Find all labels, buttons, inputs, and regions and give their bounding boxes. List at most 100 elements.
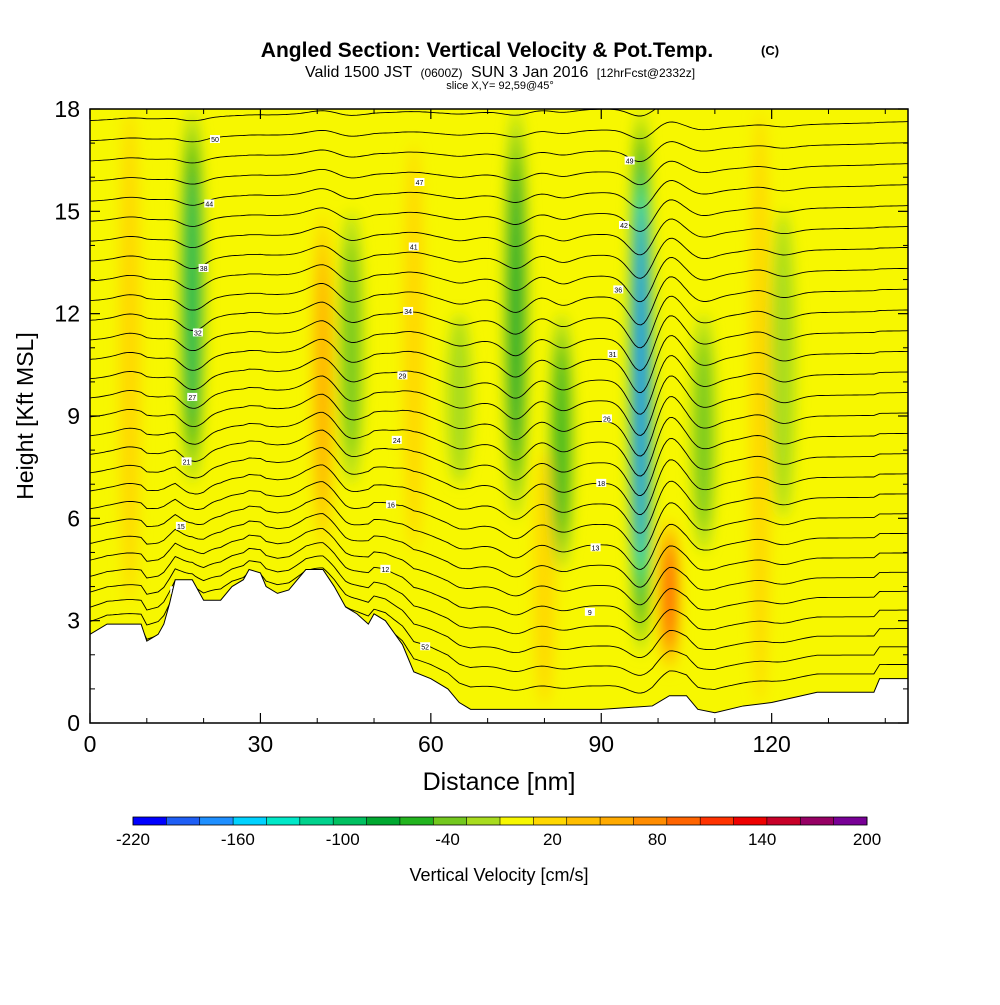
isentrope-label-9: 21 bbox=[181, 457, 192, 466]
isentrope-label-text-18: 38 bbox=[200, 266, 208, 273]
isentrope-5 bbox=[90, 528, 908, 606]
isentrope-label-bg-16 bbox=[403, 306, 414, 315]
downdraft-1-level-1 bbox=[343, 238, 360, 457]
isentrope-label-bg-24 bbox=[209, 135, 220, 144]
isentrope-label-bg-9 bbox=[181, 457, 192, 466]
colorbar-swatch-16 bbox=[666, 817, 701, 825]
colorbar-swatch-4 bbox=[266, 817, 301, 825]
isentrope-label-text-21: 44 bbox=[205, 201, 213, 208]
colorbar-tick-label-2: -100 bbox=[326, 830, 360, 849]
y-tick-label-2: 6 bbox=[67, 505, 80, 531]
isentrope-label-bg-13 bbox=[397, 371, 408, 380]
isentrope-10 bbox=[90, 447, 908, 516]
isentrope-label-text-14: 31 bbox=[609, 352, 617, 359]
isentrope-label-text-16: 34 bbox=[404, 309, 412, 316]
isentrope-label-bg-5 bbox=[590, 543, 601, 552]
isentrope-label-bg-8 bbox=[596, 478, 607, 487]
colorbar-swatch-13 bbox=[566, 817, 601, 825]
isentrope-label-bg-25 bbox=[420, 642, 431, 651]
isentrope-label-12: 27 bbox=[187, 392, 198, 402]
colorbar-swatch-3 bbox=[233, 817, 267, 825]
isentrope-label-text-4: 12 bbox=[381, 567, 389, 574]
isentrope-label-5: 13 bbox=[590, 543, 601, 552]
chart-subtitle: Valid 1500 JST (0600Z) SUN 3 Jan 2016 [1… bbox=[305, 64, 695, 81]
isentrope-label-14: 31 bbox=[607, 349, 618, 359]
colorbar-tick-label-6: 140 bbox=[748, 830, 776, 849]
isentrope-label-bg-10 bbox=[391, 435, 402, 444]
isentrope-25 bbox=[90, 160, 908, 186]
isentrope-14 bbox=[90, 375, 908, 436]
isentrope-17 bbox=[90, 315, 908, 371]
isentrope-label-bg-15 bbox=[192, 328, 203, 337]
isentrope-3 bbox=[90, 555, 908, 641]
colorbar-tick-label-1: -160 bbox=[221, 830, 255, 849]
isentrope-label-4: 12 bbox=[380, 564, 391, 574]
colorbar-swatch-10 bbox=[466, 817, 501, 825]
colorbar-tick-label-7: 200 bbox=[853, 830, 881, 849]
updraft-4-level-5 bbox=[665, 547, 674, 643]
colorbar-swatch-12 bbox=[533, 817, 568, 825]
updraft-5-level-0 bbox=[750, 109, 771, 706]
isentrope-24 bbox=[90, 180, 908, 209]
colorbar-tick-label-3: -40 bbox=[435, 830, 460, 849]
colorbar-label: Vertical Velocity [cm/s] bbox=[409, 865, 588, 885]
isentrope-label-bg-4 bbox=[380, 564, 391, 573]
downdraft-7-level-0 bbox=[771, 211, 796, 519]
colorbar-swatch-8 bbox=[399, 817, 434, 825]
isentrope-label-text-23: 49 bbox=[626, 159, 634, 166]
updraft-3-level-0 bbox=[534, 450, 555, 706]
isentrope-label-bg-6 bbox=[175, 521, 186, 530]
isentrope-label-text-6: 15 bbox=[177, 524, 185, 531]
isentrope-label-bg-7 bbox=[386, 500, 397, 509]
isentrope-label-10: 24 bbox=[391, 435, 402, 445]
colorbar-swatch-20 bbox=[800, 817, 835, 825]
plot-area: 5791012131516182124262729313234363841424… bbox=[90, 109, 908, 723]
isentrope-labels: 5791012131516182124262729313234363841424… bbox=[164, 135, 635, 660]
y-tick-label-0: 0 bbox=[67, 710, 80, 736]
x-tick-label-0: 0 bbox=[84, 731, 97, 757]
y-tick-label-4: 12 bbox=[54, 301, 80, 327]
colorbar-swatch-17 bbox=[700, 817, 735, 825]
isentrope-9 bbox=[90, 464, 908, 534]
isentrope-label-8: 18 bbox=[596, 478, 607, 488]
x-tick-label-1: 30 bbox=[248, 731, 274, 757]
y-tick-label-5: 15 bbox=[54, 198, 80, 224]
downdraft-0-level-4 bbox=[187, 177, 197, 416]
isentrope-label-bg-22 bbox=[414, 177, 425, 186]
isentrope-label-17: 36 bbox=[613, 285, 624, 294]
isentrope-label-bg-20 bbox=[618, 220, 629, 229]
colorbar-swatch-11 bbox=[500, 817, 534, 825]
subtitle-utc: (0600Z) bbox=[420, 66, 462, 80]
isentrope-label-13: 29 bbox=[397, 371, 408, 380]
x-axis-label: Distance [nm] bbox=[423, 768, 576, 796]
downdraft-2-level-0 bbox=[447, 313, 472, 485]
x-tick-label-2: 60 bbox=[418, 731, 444, 757]
colorbar-tick-label-5: 80 bbox=[648, 830, 667, 849]
isentrope-22 bbox=[90, 218, 908, 256]
isentrope-label-text-24: 50 bbox=[211, 137, 219, 144]
isentrope-label-text-15: 32 bbox=[194, 330, 202, 337]
isentrope-2 bbox=[90, 567, 908, 659]
isentrope-label-19: 41 bbox=[408, 242, 419, 251]
isentrope-label-text-9: 21 bbox=[183, 459, 191, 466]
colorbar-swatch-5 bbox=[299, 817, 334, 825]
subtitle-valid: Valid 1500 JST bbox=[305, 64, 413, 81]
isentrope-label-text-11: 26 bbox=[603, 416, 611, 423]
isentrope-label-18: 38 bbox=[198, 263, 209, 273]
isentrope-label-text-8: 18 bbox=[597, 481, 605, 488]
colorbar-swatch-9 bbox=[433, 817, 468, 825]
colorbar-swatch-0 bbox=[133, 817, 167, 825]
isentrope-label-bg-11 bbox=[601, 414, 612, 423]
isentrope-label-text-25: 52 bbox=[421, 644, 429, 651]
colorbar-swatch-21 bbox=[833, 817, 868, 825]
isentrope-label-15: 32 bbox=[192, 328, 203, 337]
isentrope-label-11: 26 bbox=[601, 414, 612, 423]
isentrope-6 bbox=[90, 513, 908, 588]
isentrope-label-bg-14 bbox=[607, 349, 618, 358]
y-tick-label-1: 3 bbox=[67, 608, 80, 634]
colorbar-tick-label-0: -220 bbox=[116, 830, 150, 849]
isentrope-label-text-22: 47 bbox=[416, 180, 424, 187]
